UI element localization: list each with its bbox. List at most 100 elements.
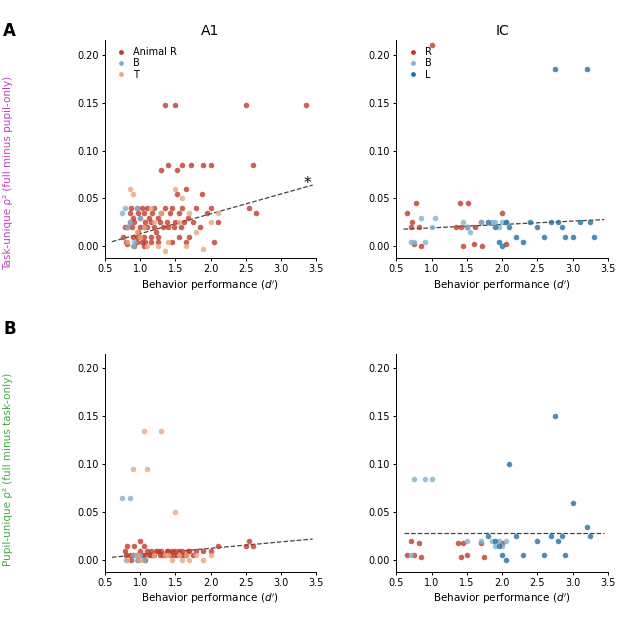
Point bbox=[160, 551, 170, 561]
Point bbox=[151, 227, 160, 237]
Point bbox=[170, 507, 180, 517]
Point bbox=[191, 551, 201, 561]
Point bbox=[151, 546, 160, 556]
Text: *: * bbox=[304, 176, 312, 191]
Point bbox=[139, 242, 149, 252]
Point bbox=[146, 232, 155, 242]
Point bbox=[172, 551, 181, 561]
Point bbox=[181, 237, 191, 247]
Point bbox=[405, 536, 415, 546]
Point bbox=[241, 101, 251, 111]
Point bbox=[244, 203, 254, 213]
Point bbox=[483, 218, 493, 227]
Point bbox=[133, 208, 143, 218]
Point bbox=[153, 237, 163, 247]
Point bbox=[557, 222, 567, 232]
Point bbox=[186, 160, 196, 170]
Point bbox=[405, 222, 415, 232]
Point bbox=[130, 541, 139, 551]
Point bbox=[135, 555, 145, 565]
Point bbox=[123, 239, 133, 248]
Point bbox=[149, 218, 159, 227]
Point bbox=[197, 188, 207, 198]
Point bbox=[156, 208, 166, 218]
Point bbox=[135, 536, 145, 546]
Title: A1: A1 bbox=[201, 23, 220, 38]
Point bbox=[136, 551, 146, 561]
Point bbox=[153, 213, 163, 222]
Point bbox=[128, 242, 138, 252]
Point bbox=[167, 555, 176, 565]
Point bbox=[469, 239, 479, 248]
Point bbox=[497, 551, 507, 561]
Title: IC: IC bbox=[495, 23, 509, 38]
Point bbox=[170, 546, 180, 556]
Point bbox=[167, 203, 176, 213]
Point bbox=[500, 555, 510, 565]
Point bbox=[131, 555, 141, 565]
Point bbox=[462, 551, 472, 561]
Point bbox=[420, 473, 429, 483]
Point bbox=[465, 227, 475, 237]
Point bbox=[494, 237, 503, 247]
Point bbox=[550, 64, 560, 74]
Point bbox=[205, 546, 215, 556]
Point bbox=[131, 232, 141, 242]
Point bbox=[128, 188, 138, 198]
Point bbox=[130, 218, 139, 227]
Point bbox=[128, 551, 138, 561]
Point bbox=[130, 237, 139, 247]
Point bbox=[487, 218, 497, 227]
Point bbox=[490, 541, 500, 551]
Point bbox=[178, 555, 188, 565]
Point bbox=[174, 208, 184, 218]
Point bbox=[494, 541, 503, 551]
Point bbox=[131, 203, 141, 213]
Point bbox=[420, 237, 429, 247]
Point bbox=[155, 218, 165, 227]
Point bbox=[146, 546, 155, 556]
Point bbox=[174, 218, 184, 227]
Point bbox=[142, 464, 152, 474]
Point bbox=[128, 464, 138, 474]
Point bbox=[149, 203, 159, 213]
Point bbox=[462, 222, 472, 232]
Point bbox=[139, 426, 149, 436]
Point bbox=[125, 218, 135, 227]
Point bbox=[479, 552, 489, 562]
Point bbox=[412, 198, 421, 208]
Point bbox=[178, 193, 188, 203]
Point bbox=[131, 227, 141, 237]
Point bbox=[135, 232, 145, 242]
Point bbox=[589, 232, 598, 242]
Point bbox=[205, 218, 215, 227]
Point bbox=[167, 546, 176, 556]
Point bbox=[191, 227, 201, 237]
Point bbox=[183, 213, 193, 222]
Point bbox=[430, 213, 440, 222]
Point bbox=[149, 551, 159, 561]
Point bbox=[164, 237, 173, 247]
Point bbox=[149, 551, 159, 561]
Point bbox=[427, 473, 437, 483]
Point bbox=[497, 541, 507, 551]
Point bbox=[126, 203, 136, 213]
Point bbox=[251, 208, 261, 218]
Point bbox=[497, 218, 507, 227]
Point bbox=[490, 218, 500, 227]
Point bbox=[167, 237, 176, 247]
Point bbox=[135, 551, 145, 561]
Point bbox=[183, 546, 193, 556]
Point bbox=[133, 227, 143, 237]
Point bbox=[300, 101, 310, 111]
Point bbox=[176, 222, 186, 232]
Point bbox=[478, 242, 487, 252]
Point bbox=[149, 222, 159, 232]
Point bbox=[165, 208, 175, 218]
Point bbox=[126, 555, 136, 565]
Text: Pupil-unique ρ² (full minus task-only): Pupil-unique ρ² (full minus task-only) bbox=[3, 373, 13, 566]
Point bbox=[585, 218, 595, 227]
Point bbox=[205, 160, 215, 170]
Point bbox=[170, 218, 180, 227]
Point bbox=[142, 222, 152, 232]
